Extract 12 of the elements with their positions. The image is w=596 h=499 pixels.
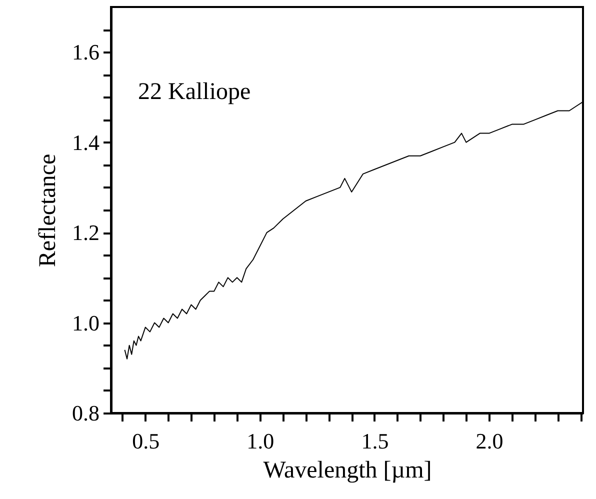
y-tick-label: 0.8 bbox=[72, 400, 100, 426]
x-tick-label: 2.0 bbox=[476, 428, 504, 454]
y-tick-label: 1.0 bbox=[72, 310, 100, 336]
x-tick-label: 1.0 bbox=[246, 428, 274, 454]
y-tick-label: 1.6 bbox=[72, 40, 100, 65]
x-axis-title: Wavelength [µm] bbox=[263, 458, 432, 484]
y-axis-title: Reflectance bbox=[35, 154, 61, 268]
x-tick-label: 1.5 bbox=[361, 428, 389, 454]
y-tick-label: 1.4 bbox=[72, 130, 100, 155]
y-tick-label: 1.2 bbox=[72, 220, 100, 246]
x-tick-label: 0.5 bbox=[132, 428, 160, 454]
annotation: 22 Kalliope bbox=[138, 79, 251, 105]
